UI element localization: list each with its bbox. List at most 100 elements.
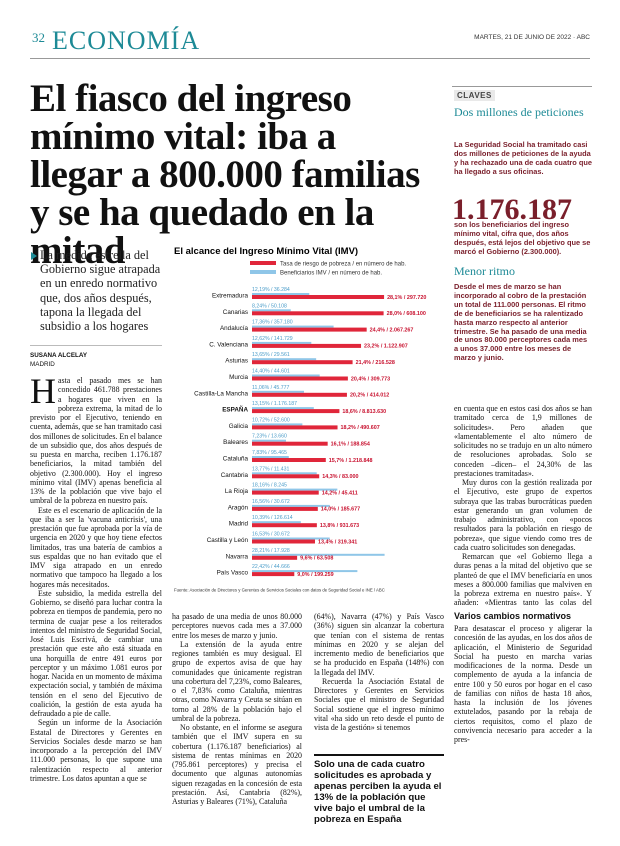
category-label: ESPAÑA	[222, 405, 248, 414]
value-label: 13,15% / 1.176.187	[252, 401, 297, 407]
paragraph: Este es el escenario de aplicación de la…	[30, 505, 162, 589]
sidebar-figure: 1.176.187	[452, 193, 572, 226]
paragraph: La extensión de la ayuda entre regiones …	[172, 639, 302, 723]
bar	[252, 425, 338, 430]
body-column: Hasta el pasado mes se han concedido 461…	[30, 376, 162, 842]
category-label: Baleares	[223, 439, 248, 446]
value-label: 16,56% / 30.672	[252, 499, 290, 505]
paragraph: Muy duros con la gestión realizada por e…	[454, 478, 592, 552]
bar	[252, 341, 312, 344]
bar	[252, 295, 385, 299]
body-column: Para desatascar el proceso y aligerar la…	[454, 624, 592, 844]
value-label: 17,36% / 357.180	[252, 320, 293, 326]
chart-title: El alcance del Ingreso Mínimo Vital (IMV…	[174, 246, 358, 257]
bar	[252, 458, 326, 462]
category-label: Cataluña	[223, 456, 249, 463]
category-label: Castilla-La Mancha	[194, 390, 248, 397]
bar	[252, 521, 301, 524]
value-label: 10,39% / 126.614	[252, 515, 293, 521]
bar	[252, 390, 304, 393]
legend-label: Tasa de riesgo de pobreza / en número de…	[280, 262, 406, 268]
value-label: 16,1% / 188.854	[331, 442, 370, 448]
value-label: 18,6% / 8.813.630	[342, 409, 386, 415]
category-label: Navarra	[226, 553, 249, 560]
category-label: Madrid	[229, 521, 249, 528]
bar	[252, 407, 314, 410]
bar	[252, 423, 303, 426]
value-label: 14,40% / 44.601	[252, 369, 290, 375]
sidebar-text: son los beneficiarios del ingreso mínimo…	[454, 220, 591, 256]
category-label: Andalucía	[220, 325, 249, 332]
value-label: 28,0% / 608.100	[387, 311, 426, 317]
category-label: La Rioja	[225, 488, 249, 495]
body-column: (64%), Navarra (47%) y País Vasco (36%) …	[314, 612, 444, 732]
value-label: 22,42% / 44.666	[252, 564, 290, 570]
value-label: 13,4% / 319.341	[318, 539, 357, 545]
paragraph: ha pasado de una media de unos 80.000 pe…	[172, 612, 302, 640]
paragraph: en cuenta que en estos casi dos años se …	[454, 404, 592, 478]
lead-bullet	[31, 252, 37, 260]
bar	[252, 325, 334, 328]
paragraph: Según un informe de la Asociación Estata…	[30, 718, 162, 783]
value-label: 20,2% / 414.012	[350, 393, 389, 399]
category-label: Aragón	[228, 504, 249, 511]
sidebar-label: CLAVES	[454, 90, 495, 101]
subhead: Varios cambios normativos	[454, 611, 572, 621]
category-label: Castilla y León	[207, 537, 249, 544]
bar	[252, 439, 286, 442]
bar	[252, 441, 328, 446]
value-label: 28,21% / 17.928	[252, 548, 290, 554]
body-column: en cuenta que en estos casi dos años se …	[454, 404, 592, 608]
legend-label: Beneficiarios IMV / en número de hab.	[280, 271, 382, 277]
header-rule	[30, 58, 590, 59]
bar	[252, 474, 320, 479]
value-label: 18,16% / 8.245	[252, 483, 287, 489]
value-label: 14,3% / 83.000	[322, 474, 358, 480]
legend-swatch	[250, 261, 276, 265]
value-label: 8,24% / 50.108	[252, 303, 287, 309]
bar	[252, 553, 385, 556]
author: SUSANA ALCELAY	[30, 352, 88, 359]
date-line: MARTES, 21 DE JUNIO DE 2022 · ABC	[474, 34, 590, 41]
bar	[252, 456, 289, 458]
paragraph: No obstante, en el informe se asegura ta…	[172, 723, 302, 806]
paragraph: Remarcan que «el Gobierno llega a duras …	[454, 552, 592, 608]
category-label: Galicia	[229, 423, 249, 430]
bar	[252, 504, 330, 507]
byline-rule	[30, 345, 162, 346]
value-label: 11,06% / 45.777	[252, 385, 290, 391]
value-label: 14,0% / 185.677	[321, 507, 360, 513]
page-number: 32	[32, 30, 45, 45]
paragraph: Para desatascar el proceso y aligerar la…	[454, 624, 592, 744]
bar	[252, 523, 317, 528]
value-label: 9,6% / 63.508	[300, 556, 333, 562]
sidebar-heading: Menor ritmo	[454, 264, 515, 278]
value-label: 28,1% / 297.720	[387, 295, 426, 301]
value-label: 12,19% / 36.284	[252, 287, 290, 293]
bar	[252, 376, 348, 381]
bar	[252, 506, 318, 511]
bar	[252, 409, 340, 414]
category-label: País Vasco	[217, 570, 249, 577]
category-label: C. Valenciana	[209, 341, 248, 348]
bar	[252, 572, 295, 577]
bar	[252, 570, 358, 573]
value-label: 23,2% / 1.122.907	[364, 344, 408, 350]
paragraph: Recuerda la Asociación Estatal de Direct…	[314, 676, 444, 732]
bar	[252, 360, 353, 365]
headline: El fiasco del ingreso mínimo vital: iba …	[30, 77, 420, 272]
bar	[252, 293, 310, 295]
value-label: 13,65% / 29.561	[252, 352, 290, 358]
bar	[252, 490, 319, 495]
value-label: 9,0% / 199.259	[297, 572, 333, 578]
value-label: 13,77% / 11.431	[252, 466, 290, 472]
bar	[252, 358, 317, 361]
value-label: 15,7% / 1.218.848	[329, 458, 373, 464]
bar	[252, 374, 320, 377]
sidebar-heading: Dos millones de peticiones	[454, 105, 584, 119]
value-label: 13,8% / 931.673	[320, 523, 359, 529]
category-label: Canarias	[223, 309, 248, 316]
bar	[252, 539, 315, 544]
